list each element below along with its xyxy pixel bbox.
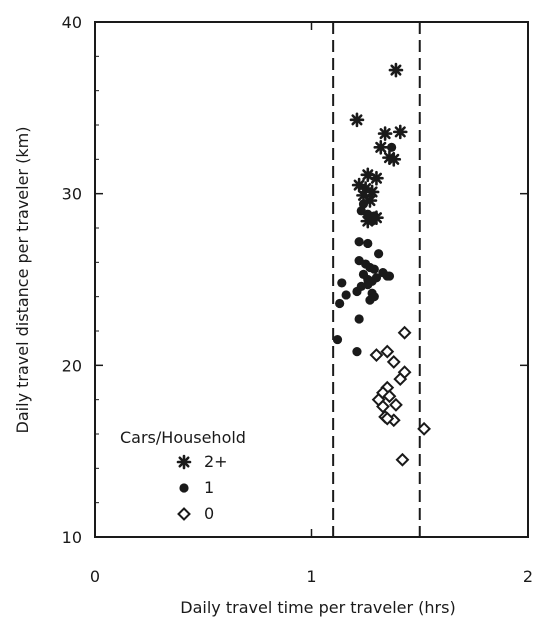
legend-item: 2+ [176, 452, 228, 471]
data-point [354, 314, 364, 324]
y-tick-label: 40 [62, 13, 82, 32]
legend: Cars/Household 2+ 1 0 [120, 428, 246, 523]
data-point [393, 372, 408, 386]
data-point [369, 170, 384, 186]
data-point [374, 249, 384, 259]
data-point [386, 354, 401, 369]
x-tick-label: 1 [306, 567, 316, 586]
data-point [349, 112, 365, 128]
legend-label: 0 [204, 504, 214, 523]
legend-label: 1 [204, 478, 214, 497]
reference-lines [332, 22, 421, 537]
data-point [380, 411, 395, 426]
data-point [377, 126, 393, 141]
data-point [354, 237, 364, 247]
data-point [341, 290, 351, 300]
data-point [387, 142, 397, 152]
legend-items: 2+ 1 0 [176, 452, 228, 523]
data-point [389, 397, 403, 412]
data-point [371, 273, 382, 283]
data-point [395, 452, 410, 467]
data-point [376, 399, 390, 414]
x-tick-label: 2 [523, 567, 533, 586]
data-point [335, 298, 345, 309]
data-point [363, 280, 373, 290]
y-tick-label: 30 [62, 185, 82, 204]
data-point [369, 348, 384, 362]
y-tick-label: 10 [62, 528, 82, 547]
x-tick-label: 0 [90, 567, 100, 586]
data-point [363, 238, 373, 249]
axis-ticks [94, 21, 529, 538]
legend-marker [176, 454, 192, 470]
x-axis-label: Daily travel time per traveler (hrs) [180, 598, 455, 617]
data-point [352, 347, 362, 357]
data-point [397, 325, 412, 340]
y-tick-label: 20 [62, 356, 82, 375]
data-point [382, 389, 397, 404]
plot-frame [94, 21, 529, 538]
legend-label: 2+ [204, 452, 228, 471]
data-point [417, 421, 431, 436]
legend-item: 0 [177, 504, 214, 523]
data-point [369, 264, 379, 274]
legend-title: Cars/Household [120, 428, 246, 447]
data-points [332, 62, 431, 467]
data-point [392, 124, 408, 140]
series-2 [332, 142, 397, 357]
legend-marker [179, 483, 189, 493]
data-point [369, 292, 379, 302]
data-point [388, 62, 404, 78]
y-axis-label: Daily travel distance per traveler (km) [13, 127, 32, 434]
legend-item: 1 [179, 478, 214, 497]
data-point [332, 334, 343, 345]
data-point [373, 140, 389, 155]
data-point [369, 211, 379, 221]
legend-marker [177, 507, 191, 521]
data-point [386, 152, 402, 167]
series-3 [369, 325, 431, 467]
data-point [352, 286, 362, 297]
data-point [384, 271, 395, 281]
data-point [380, 344, 395, 359]
data-point [337, 278, 347, 288]
